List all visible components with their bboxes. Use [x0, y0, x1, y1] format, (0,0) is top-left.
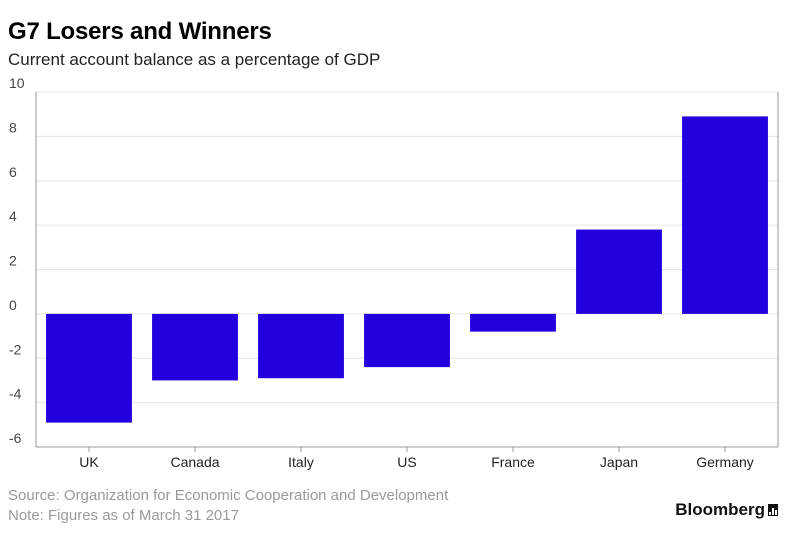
bar-france — [470, 313, 556, 332]
y-tick-label: 2 — [9, 253, 17, 269]
grid-lines — [36, 91, 778, 448]
bar-us — [364, 313, 450, 368]
chart-title: G7 Losers and Winners — [8, 18, 272, 45]
y-tick-label: 4 — [9, 208, 17, 224]
chart-subtitle: Current account balance as a percentage … — [8, 50, 381, 69]
x-tick-label: France — [491, 454, 535, 470]
bar-canada — [152, 313, 238, 381]
bars — [46, 116, 768, 423]
axes — [35, 92, 779, 452]
y-tick-label: -4 — [9, 386, 22, 402]
date-note: Note: Figures as of March 31 2017 — [8, 507, 239, 524]
x-tick-label: Japan — [600, 454, 638, 470]
footer: Source: Organization for Economic Cooper… — [8, 486, 448, 526]
x-tick-label: Canada — [170, 454, 219, 470]
labels: 10 8 6 4 2 0 -2 -4 -6 UK Canada Italy US France Japan G… — [9, 75, 754, 470]
x-tick-label: Italy — [288, 454, 314, 470]
bar-germany — [682, 116, 768, 314]
bar-japan — [576, 229, 662, 314]
bloomberg-bars-icon — [768, 504, 778, 516]
x-tick-label: UK — [79, 454, 99, 470]
y-tick-label: 10 — [9, 75, 25, 91]
y-tick-label: -2 — [9, 341, 22, 357]
source-note: Source: Organization for Economic Cooper… — [8, 487, 449, 504]
brand-name: Bloomberg — [675, 500, 765, 519]
bar-chart: 10 8 6 4 2 0 -2 -4 -6 UK Canada Italy US France Japan G… — [9, 75, 779, 470]
y-tick-label: 8 — [9, 119, 17, 135]
bar-italy — [258, 313, 344, 379]
y-tick-label: 6 — [9, 164, 17, 180]
y-tick-label: 0 — [9, 297, 17, 313]
x-tick-label: Germany — [696, 454, 754, 470]
brand-logo: Bloomberg — [675, 500, 778, 520]
y-tick-label: -6 — [9, 430, 22, 446]
bar-uk — [46, 313, 132, 423]
x-tick-label: US — [397, 454, 416, 470]
